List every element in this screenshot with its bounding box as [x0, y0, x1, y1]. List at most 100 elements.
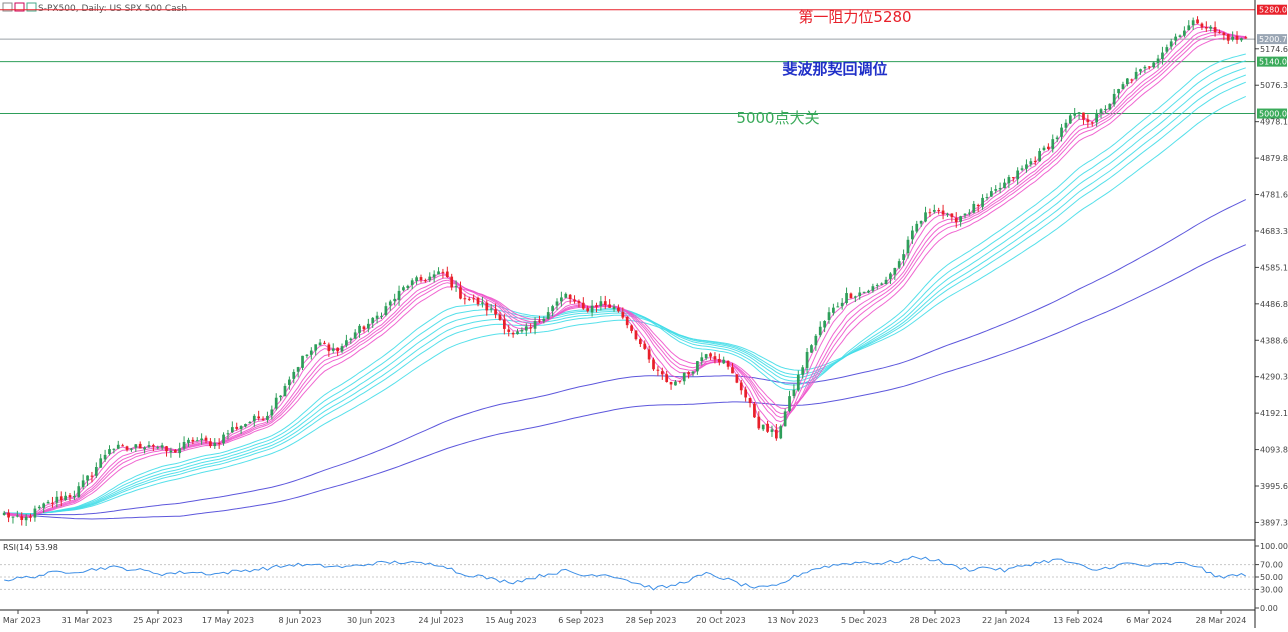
annotation-resistance: 第一阻力位5280 [798, 8, 911, 26]
candle [1156, 54, 1160, 69]
candle [1055, 135, 1059, 143]
candle-body [1007, 177, 1011, 184]
candle [775, 424, 778, 441]
candle-body [1082, 112, 1085, 120]
candle-body [169, 450, 173, 453]
candle [331, 343, 335, 354]
candle [665, 370, 669, 383]
long-moving-averages [4, 199, 1247, 520]
candle-body [445, 271, 449, 277]
candle-body [972, 203, 976, 213]
candle-body [674, 381, 677, 386]
candle-body [187, 439, 190, 443]
candle [353, 329, 357, 339]
candle [700, 352, 704, 366]
chart-type-icon[interactable] [14, 2, 25, 12]
price-tag: 5000.00 [1257, 108, 1288, 119]
candle-body [546, 312, 550, 319]
candle [1095, 109, 1098, 127]
candle-body [1187, 25, 1191, 31]
candle-body [665, 374, 669, 383]
candle [314, 344, 318, 356]
candle-body [1174, 36, 1177, 41]
candle [77, 482, 81, 498]
candle-body [568, 294, 572, 300]
candle-body [1064, 122, 1068, 128]
candle [875, 283, 879, 290]
time-axis[interactable]: 9 Mar 2023 31 Mar 2023 25 Apr 2023 17 May 2… [0, 610, 1246, 625]
candle [165, 445, 168, 457]
candle [832, 303, 835, 316]
symbol-title: S-PX500, Daily: US SPX 500 Cash [38, 4, 187, 14]
candle-body [244, 424, 247, 427]
candle [288, 376, 291, 390]
candle-body [827, 312, 831, 320]
candle [1016, 167, 1020, 185]
price-tick-label: 4683.35 [1260, 227, 1288, 236]
candle [51, 496, 54, 508]
candle [603, 295, 607, 310]
candle-body [239, 426, 243, 429]
menu-icon[interactable] [2, 2, 13, 12]
candle [1183, 26, 1186, 38]
candle-body [309, 350, 313, 355]
candle-body [805, 351, 809, 368]
candle-body [1183, 30, 1186, 36]
candle-body [757, 416, 761, 429]
candle-body [502, 319, 506, 329]
candle-body [77, 486, 81, 498]
candle [191, 437, 195, 445]
candle-body [902, 254, 905, 261]
indicator-icon[interactable] [26, 2, 37, 12]
price-tick-label: 4781.60 [1260, 191, 1288, 200]
candle [318, 338, 322, 346]
level-annotations: 第一阻力位5280 斐波那契回调位 5000点大关 [736, 8, 911, 127]
candle-body [46, 501, 50, 504]
candle [1038, 148, 1041, 162]
candle [871, 283, 875, 293]
candle [1112, 88, 1116, 107]
candle-body [744, 389, 748, 398]
candle [450, 273, 454, 291]
candle [599, 296, 603, 311]
candle-body [323, 342, 326, 344]
candle-body [217, 443, 221, 445]
candle [801, 365, 805, 379]
candle [1209, 25, 1213, 32]
candle [64, 491, 67, 501]
horizontal-levels [0, 9, 1255, 115]
candle [722, 356, 726, 365]
candle [748, 397, 752, 408]
candle [682, 372, 686, 385]
candle-body [15, 515, 19, 517]
candle [595, 302, 598, 313]
candle-body [766, 423, 769, 432]
candle [1073, 107, 1077, 119]
candle [261, 416, 265, 421]
candle [1077, 112, 1081, 120]
candle [388, 299, 392, 311]
price-axis[interactable]: 5174.60 5076.35 4978.10 4879.85 4781.60 4683.… [1255, 45, 1288, 528]
time-tick-label: 17 May 2023 [202, 616, 254, 625]
candle-body [845, 293, 848, 304]
candle-body [380, 315, 383, 317]
candle-body [296, 367, 300, 372]
candle-body [1209, 26, 1213, 29]
candle [1200, 22, 1204, 30]
candle [590, 300, 594, 317]
candle [494, 303, 497, 319]
candle [94, 462, 98, 479]
candle-body [345, 340, 348, 346]
candle-body [358, 325, 361, 333]
candle-body [533, 321, 537, 329]
candle [994, 185, 998, 194]
candle-body [463, 298, 467, 300]
candle [147, 441, 151, 449]
candle [674, 379, 677, 386]
candle-body [652, 359, 655, 370]
time-tick-label: 13 Nov 2023 [767, 616, 818, 625]
candle [1090, 121, 1094, 127]
candle [432, 270, 436, 283]
candle [586, 305, 590, 313]
candle-body [529, 327, 533, 329]
